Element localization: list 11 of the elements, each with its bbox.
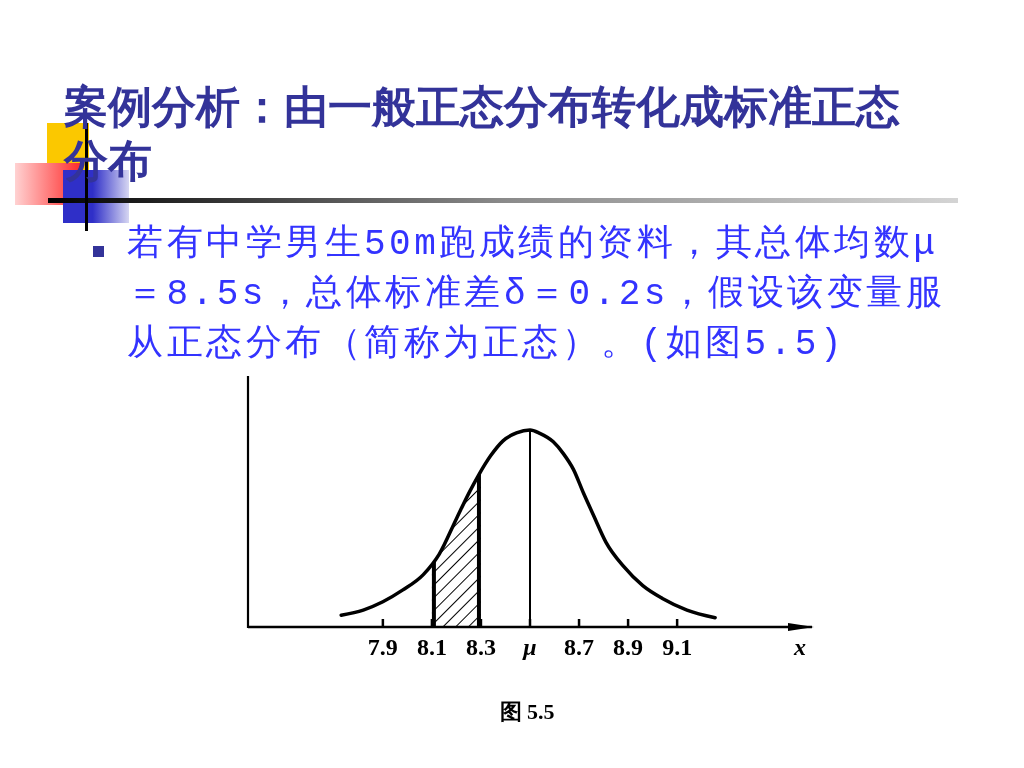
x-tick-label: 8.9 [613,634,644,660]
caption: 图 5.5 [498,698,556,726]
x-axis-title: x [793,634,806,660]
chart-title: 案例分析：由一般正态分布转化成标准正态分布 [64,80,901,188]
x-tick-label: 8.3 [465,634,496,660]
text: 若有中学男生50m跑成绩的资料，其总体均数μ＝8.5s，总体标准差δ＝0.2s，假设该变量服从正态分布（简称为正态）。(如图5.5) [127,223,947,367]
x-tick-label: 9.1 [662,634,693,660]
x-tick-label: 8.1 [416,634,447,660]
x-tick-label: μ [521,634,537,660]
x-tick-label: 7.9 [367,634,398,660]
x-tick-label: 8.7 [564,634,595,660]
